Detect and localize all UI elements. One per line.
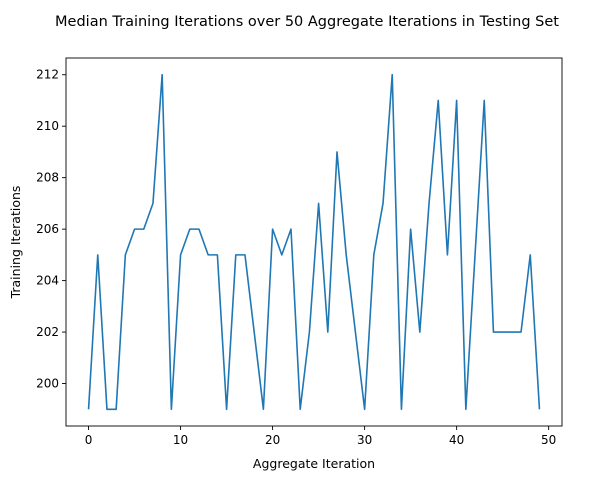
y-tick-label: 200: [36, 377, 59, 391]
y-tick-label: 208: [36, 171, 59, 185]
x-tick-label: 10: [173, 433, 188, 447]
y-axis-label: Training Iterations: [8, 186, 23, 300]
y-tick-label: 210: [36, 119, 59, 133]
y-axis-ticks: 200 202 204 206 208 210 212: [36, 68, 66, 391]
x-tick-label: 0: [85, 433, 93, 447]
y-tick-label: 206: [36, 222, 59, 236]
x-tick-label: 30: [357, 433, 372, 447]
chart-title: Median Training Iterations over 50 Aggre…: [55, 14, 559, 30]
y-tick-label: 202: [36, 325, 59, 339]
plot-frame: [65, 57, 563, 427]
x-tick-label: 50: [541, 433, 556, 447]
data-points: [88, 74, 540, 410]
x-tick-label: 40: [449, 433, 464, 447]
x-axis-label: Aggregate Iteration: [253, 456, 375, 471]
x-tick-label: 20: [265, 433, 280, 447]
y-tick-label: 212: [36, 68, 59, 82]
plot-area: 0 10 20 30 40 50 200 202 204 206 208 210 212: [36, 57, 563, 447]
series-line: [87, 73, 541, 411]
y-tick-label: 204: [36, 274, 59, 288]
x-axis-ticks: 0 10 20 30 40 50: [85, 426, 556, 447]
